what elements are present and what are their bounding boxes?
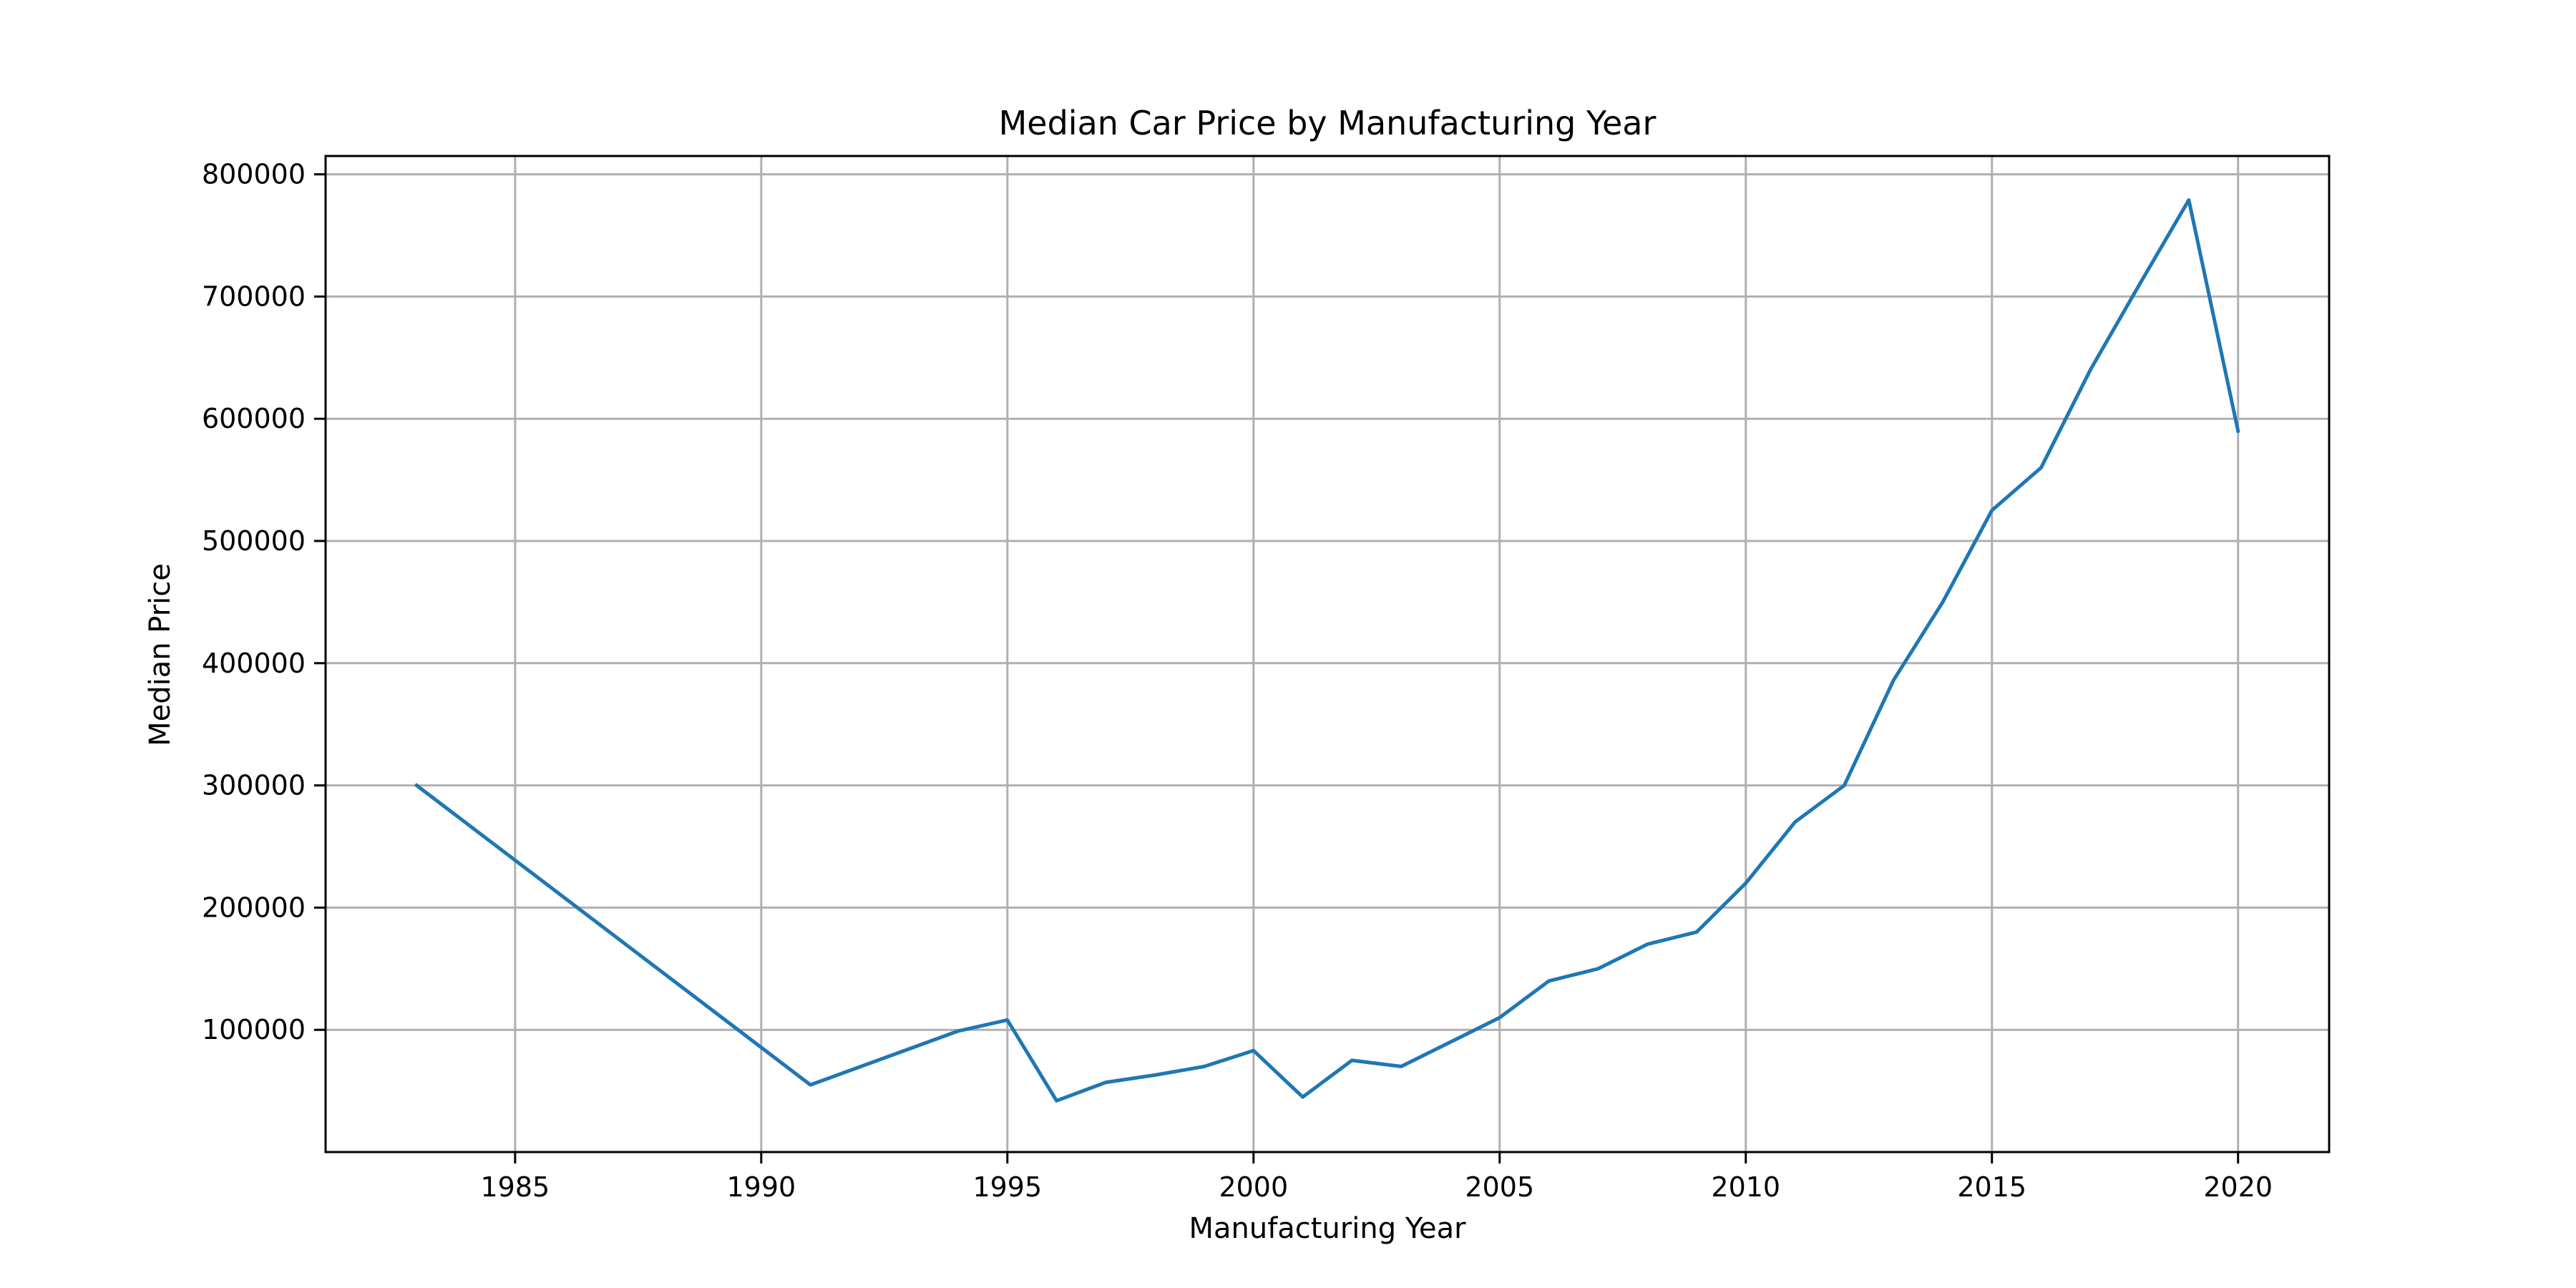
x-tick-label: 2020 <box>2203 1171 2273 1203</box>
y-tick-label: 200000 <box>202 892 306 923</box>
plot-frame <box>324 155 2331 1153</box>
tick-layer: 1985 1990 1995 2000 2005 2010 2015 2020 100000 20… <box>202 159 2273 1203</box>
y-tick-label: 300000 <box>202 770 306 801</box>
y-tick-label: 400000 <box>202 648 306 679</box>
x-tick-label: 2000 <box>1219 1171 1288 1203</box>
x-tick-label: 1990 <box>726 1171 796 1203</box>
x-tick-label: 1985 <box>481 1171 550 1203</box>
x-tick-label: 2010 <box>1711 1171 1780 1203</box>
y-tick-label: 500000 <box>202 525 306 557</box>
y-tick-label: 600000 <box>202 403 306 434</box>
y-axis-label: Median Price <box>144 563 177 746</box>
y-tick-label: 800000 <box>202 159 306 190</box>
y-tick-label: 700000 <box>202 280 306 312</box>
x-axis-label: Manufacturing Year <box>1189 1212 1466 1245</box>
x-tick-label: 2015 <box>1957 1171 2026 1203</box>
x-tick-label: 2005 <box>1465 1171 1534 1203</box>
y-tick-label: 100000 <box>202 1014 306 1045</box>
grid-layer <box>326 156 2329 1152</box>
series-line <box>414 198 2240 1103</box>
x-tick-label: 1995 <box>972 1171 1042 1203</box>
series-layer <box>414 198 2240 1103</box>
chart-title: Median Car Price by Manufacturing Year <box>999 104 1657 142</box>
